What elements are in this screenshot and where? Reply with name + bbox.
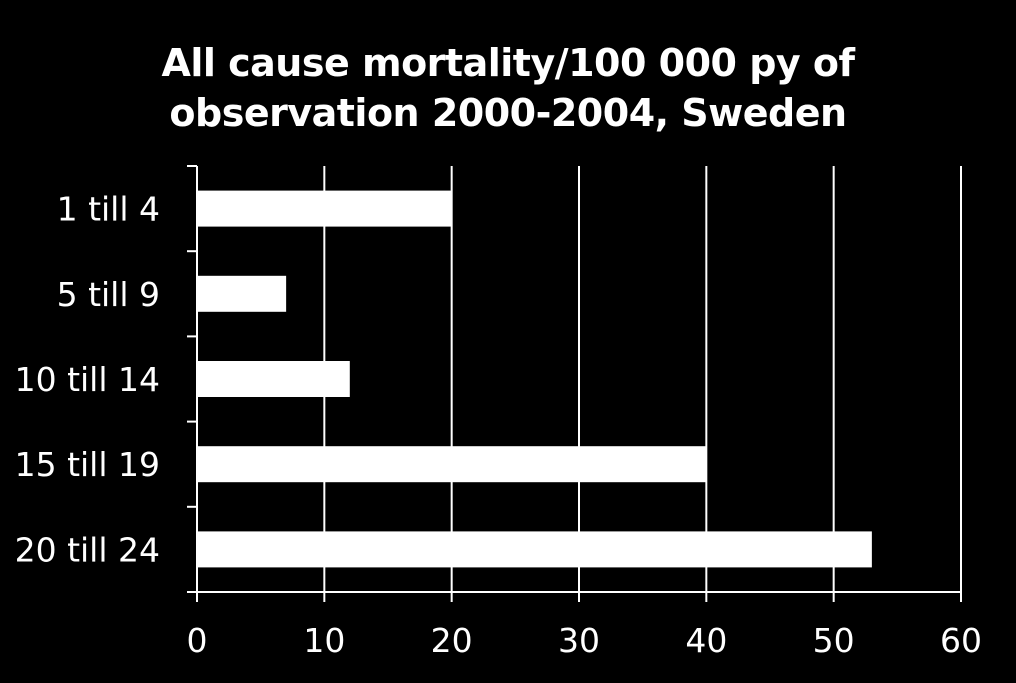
x-tick-label-5: 50 [813, 621, 855, 660]
chart-title-line-1: All cause mortality/100 000 py of [161, 41, 855, 85]
category-label-4: 20 till 24 [15, 530, 160, 569]
x-tick-label-1: 10 [303, 621, 345, 660]
bar-3 [197, 446, 707, 483]
x-tick-label-2: 20 [431, 621, 473, 660]
bar-0 [197, 190, 452, 227]
bar-4 [197, 531, 872, 568]
chart-title: All cause mortality/100 000 py of observ… [0, 38, 1016, 138]
bar-1 [197, 275, 287, 312]
x-tick-label-3: 30 [558, 621, 600, 660]
x-tick-label-0: 0 [187, 621, 208, 660]
chart-title-line-2: observation 2000-2004, Sweden [169, 91, 847, 135]
x-tick-label-4: 40 [685, 621, 727, 660]
bar-2 [197, 361, 350, 397]
category-label-3: 15 till 19 [15, 445, 160, 484]
category-label-1: 5 till 9 [57, 275, 160, 314]
category-label-0: 1 till 4 [57, 190, 160, 229]
category-label-2: 10 till 14 [15, 360, 160, 399]
x-tick-label-6: 60 [940, 621, 982, 660]
